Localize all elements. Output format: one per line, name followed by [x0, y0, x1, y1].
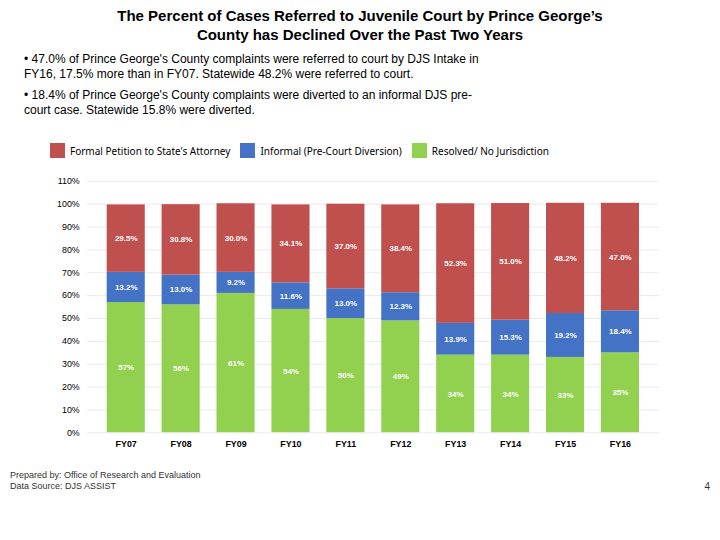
svg-text:30%: 30%: [62, 359, 80, 369]
svg-text:80%: 80%: [62, 245, 80, 255]
svg-text:37.0%: 37.0%: [335, 242, 358, 251]
svg-text:51.0%: 51.0%: [499, 257, 522, 266]
svg-text:52.3%: 52.3%: [444, 259, 467, 268]
svg-text:13.9%: 13.9%: [444, 335, 467, 344]
svg-text:29.5%: 29.5%: [115, 234, 138, 243]
svg-text:35%: 35%: [612, 388, 628, 397]
svg-text:49%: 49%: [393, 372, 409, 381]
html-text:The Percent of Cases Referred: The Percent of Cases Referred to Juvenil…: [117, 7, 603, 43]
svg-text:15.3%: 15.3%: [499, 333, 522, 342]
svg-text:56%: 56%: [173, 364, 189, 373]
svg-text:11.6%: 11.6%: [280, 292, 302, 301]
svg-text:50%: 50%: [338, 371, 354, 380]
svg-text:13.2%: 13.2%: [115, 283, 138, 292]
svg-text:110%: 110%: [58, 176, 80, 186]
svg-text:19.2%: 19.2%: [554, 331, 577, 340]
svg-text:FY10: FY10: [280, 439, 301, 449]
svg-text:34.1%: 34.1%: [280, 239, 303, 248]
svg-text:48.2%: 48.2%: [554, 254, 577, 263]
svg-text:FY15: FY15: [555, 439, 576, 449]
html-text:4: 4: [704, 480, 710, 492]
html-text:Informal (Pre-Court Diversion): Informal (Pre-Court Diversion): [260, 143, 402, 158]
svg-text:FY14: FY14: [500, 439, 521, 449]
svg-text:34%: 34%: [503, 390, 519, 399]
html-text:• 47.0% of Prince George's Cou: • 47.0% of Prince George's County compla…: [24, 52, 479, 81]
svg-text:54%: 54%: [283, 367, 299, 376]
svg-text:FY13: FY13: [445, 439, 466, 449]
svg-text:FY08: FY08: [171, 439, 192, 449]
svg-text:10%: 10%: [62, 405, 80, 415]
svg-text:70%: 70%: [62, 268, 80, 278]
svg-text:100%: 100%: [57, 199, 80, 209]
svg-text:57%: 57%: [118, 363, 134, 372]
svg-text:61%: 61%: [228, 359, 244, 368]
svg-text:30.0%: 30.0%: [225, 234, 248, 243]
svg-text:9.2%: 9.2%: [227, 278, 245, 287]
svg-text:FY07: FY07: [116, 439, 137, 449]
svg-text:FY16: FY16: [610, 439, 631, 449]
svg-text:0%: 0%: [67, 428, 80, 438]
svg-text:18.4%: 18.4%: [609, 327, 632, 336]
svg-text:40%: 40%: [62, 336, 80, 346]
svg-text:13.0%: 13.0%: [335, 299, 358, 308]
svg-text:47.0%: 47.0%: [609, 253, 632, 262]
svg-text:12.3%: 12.3%: [389, 302, 412, 311]
svg-text:13.0%: 13.0%: [170, 285, 193, 294]
svg-text:30.8%: 30.8%: [170, 235, 193, 244]
html-text:• 18.4% of Prince George's Cou: • 18.4% of Prince George's County compla…: [24, 88, 472, 117]
html-text:Prepared by: Office of Researc: Prepared by: Office of Research and Eval…: [10, 469, 201, 491]
svg-text:50%: 50%: [62, 313, 80, 323]
html-text:Resolved/ No Jurisdiction: Resolved/ No Jurisdiction: [431, 143, 549, 158]
svg-text:38.4%: 38.4%: [389, 244, 412, 253]
svg-text:60%: 60%: [62, 290, 80, 300]
svg-text:34%: 34%: [448, 390, 464, 399]
html-text:Formal Petition to State's Att: Formal Petition to State's Attorney: [70, 143, 231, 158]
svg-text:33%: 33%: [558, 391, 574, 400]
svg-text:FY12: FY12: [390, 439, 411, 449]
svg-text:FY11: FY11: [336, 439, 357, 449]
svg-text:20%: 20%: [62, 382, 80, 392]
svg-text:90%: 90%: [62, 222, 80, 232]
svg-text:FY09: FY09: [225, 439, 246, 449]
